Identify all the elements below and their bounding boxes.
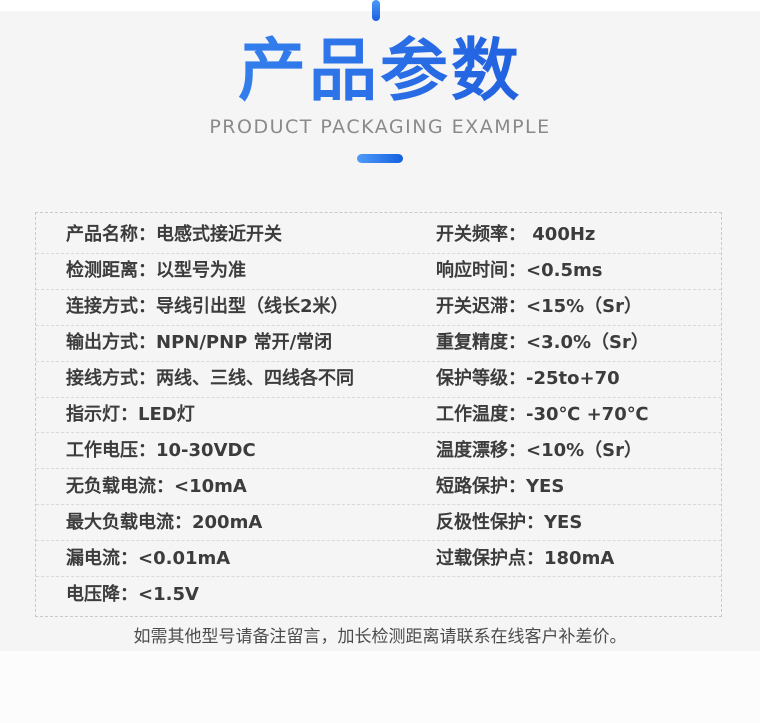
- spec-value: 电感式接近开关: [156, 223, 282, 245]
- spec-label: 最大负载电流：: [66, 511, 192, 533]
- spec-item-left: 电压降：<1.5V: [36, 583, 436, 605]
- spec-item-right: 工作温度：-30℃ +70℃: [436, 403, 721, 425]
- spec-row: 电压降：<1.5V: [36, 576, 721, 612]
- bottom-white-area: [0, 651, 760, 723]
- spec-label: 指示灯：: [66, 403, 138, 425]
- spec-row: 无负载电流：<10mA 短路保护：YES: [36, 468, 721, 504]
- spec-value: NPN/PNP 常开/常闭: [156, 332, 333, 354]
- page-title: 产品参数: [0, 11, 760, 110]
- spec-row: 漏电流：<0.01mA 过载保护点：180mA: [36, 540, 721, 576]
- spec-label: 接线方式：: [66, 368, 156, 390]
- spec-item-left: 连接方式：导线引出型（线长2米）: [36, 298, 436, 316]
- spec-value: 以型号为准: [156, 260, 246, 282]
- spec-item-right: 过载保护点：180mA: [436, 547, 721, 569]
- spec-item-right: 保护等级：-25to+70: [436, 370, 721, 388]
- spec-label: 开关迟滞：: [436, 296, 526, 318]
- spec-value: <3.0%（Sr）: [526, 332, 649, 354]
- accent-tick-bar: [372, 0, 380, 21]
- spec-value: 导线引出型（线长2米）: [156, 296, 349, 318]
- spec-value: <15%（Sr）: [526, 296, 643, 318]
- page-subtitle: PRODUCT PACKAGING EXAMPLE: [209, 115, 551, 138]
- spec-value: -25to+70: [526, 368, 620, 390]
- spec-label: 温度漂移：: [436, 439, 526, 461]
- spec-label: 反极性保护：: [436, 511, 544, 533]
- parameters-section: 产品参数 PRODUCT PACKAGING EXAMPLE 产品名称：电感式接…: [0, 0, 760, 651]
- spec-value: -30℃ +70℃: [526, 403, 649, 425]
- spec-item-right: 响应时间：<0.5ms: [436, 262, 721, 280]
- spec-item-left: 接线方式：两线、三线、四线各不同: [36, 370, 436, 388]
- spec-value: 200mA: [192, 511, 263, 533]
- spec-value: <0.01mA: [138, 547, 231, 569]
- spec-value: 10-30VDC: [156, 439, 256, 461]
- spec-value: <10mA: [174, 475, 247, 497]
- spec-label: 输出方式：: [66, 332, 156, 354]
- spec-value: LED灯: [138, 403, 195, 425]
- spec-label: 连接方式：: [66, 296, 156, 318]
- spec-row: 连接方式：导线引出型（线长2米） 开关迟滞：<15%（Sr）: [36, 288, 721, 325]
- spec-row: 工作电压：10-30VDC 温度漂移：<10%（Sr）: [36, 432, 721, 468]
- spec-item-left: 无负载电流：<10mA: [36, 475, 436, 497]
- spec-value: <0.5ms: [526, 260, 603, 282]
- spec-row: 产品名称：电感式接近开关 开关频率： 400Hz: [36, 217, 721, 253]
- spec-label: 工作电压：: [66, 439, 156, 461]
- spec-row: 指示灯：LED灯 工作温度：-30℃ +70℃: [36, 396, 721, 433]
- spec-row: 最大负载电流：200mA 反极性保护：YES: [36, 504, 721, 540]
- spec-label: 开关频率：: [436, 223, 526, 245]
- spec-value: 180mA: [544, 547, 615, 569]
- spec-item-left: 工作电压：10-30VDC: [36, 439, 436, 461]
- spec-value: 400Hz: [526, 223, 596, 245]
- spec-item-left: 指示灯：LED灯: [36, 403, 436, 425]
- spec-label: 短路保护：: [436, 475, 526, 497]
- spec-value: <1.5V: [138, 583, 199, 605]
- spec-value: YES: [526, 475, 565, 497]
- spec-label: 电压降：: [66, 583, 138, 605]
- top-white-strip: [0, 0, 760, 11]
- spec-item-right: 重复精度：<3.0%（Sr）: [436, 334, 721, 352]
- spec-label: 重复精度：: [436, 332, 526, 354]
- spec-value: 两线、三线、四线各不同: [156, 368, 354, 390]
- spec-label: 响应时间：: [436, 260, 526, 282]
- spec-item-left: 检测距离：以型号为准: [36, 262, 436, 280]
- spec-label: 过载保护点：: [436, 547, 544, 569]
- spec-label: 漏电流：: [66, 547, 138, 569]
- spec-label: 产品名称：: [66, 223, 156, 245]
- footer-note: 如需其他型号请备注留言，加长检测距离请联系在线客户补差价。: [133, 626, 627, 647]
- spec-label: 无负载电流：: [66, 475, 174, 497]
- spec-item-right: 短路保护：YES: [436, 475, 721, 497]
- spec-label: 工作温度：: [436, 403, 526, 425]
- spec-label: 检测距离：: [66, 260, 156, 282]
- spec-row: 检测距离：以型号为准 响应时间：<0.5ms: [36, 252, 721, 289]
- spec-item-left: 漏电流：<0.01mA: [36, 547, 436, 569]
- spec-row: 输出方式：NPN/PNP 常开/常闭 重复精度：<3.0%（Sr）: [36, 324, 721, 361]
- spec-row: 接线方式：两线、三线、四线各不同 保护等级：-25to+70: [36, 360, 721, 397]
- spec-label: 保护等级：: [436, 368, 526, 390]
- spec-item-left: 输出方式：NPN/PNP 常开/常闭: [36, 334, 436, 352]
- spec-item-right: 温度漂移：<10%（Sr）: [436, 439, 721, 461]
- spec-item-left: 最大负载电流：200mA: [36, 511, 436, 533]
- spec-value: <10%（Sr）: [526, 439, 643, 461]
- divider-pill: [357, 153, 403, 163]
- spec-value: YES: [544, 511, 583, 533]
- spec-item-right: 反极性保护：YES: [436, 511, 721, 533]
- spec-table: 产品名称：电感式接近开关 开关频率： 400Hz 检测距离：以型号为准 响应时间…: [35, 212, 722, 617]
- spec-item-left: 产品名称：电感式接近开关: [36, 223, 436, 245]
- spec-item-right: 开关频率： 400Hz: [436, 223, 721, 245]
- spec-item-right: 开关迟滞：<15%（Sr）: [436, 298, 721, 316]
